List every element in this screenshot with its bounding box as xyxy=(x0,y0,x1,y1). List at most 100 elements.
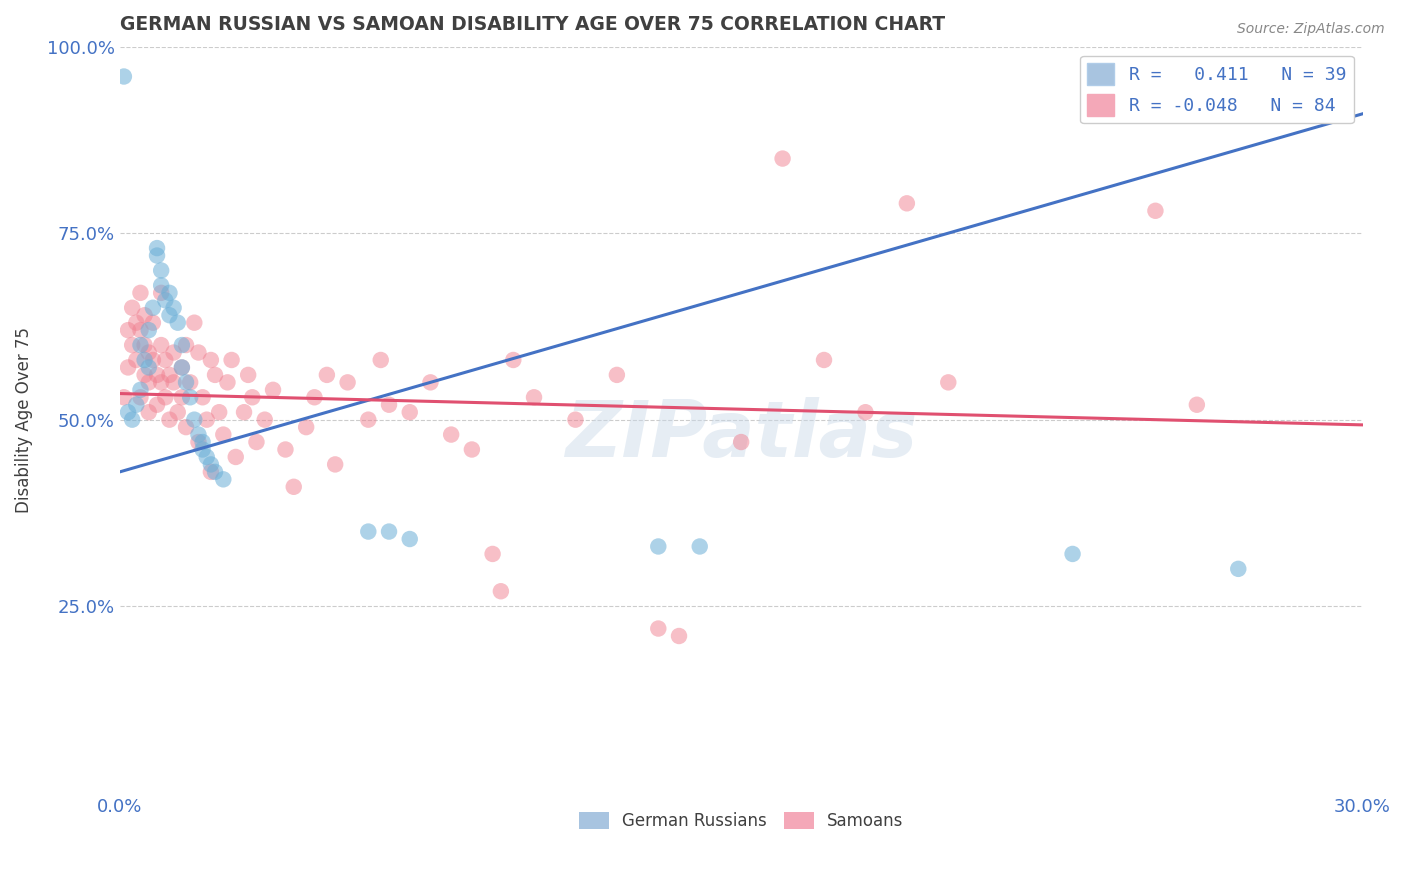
Text: Source: ZipAtlas.com: Source: ZipAtlas.com xyxy=(1237,22,1385,37)
Point xyxy=(174,420,197,434)
Point xyxy=(112,70,135,84)
Point xyxy=(117,405,139,419)
Point xyxy=(208,405,231,419)
Point xyxy=(159,308,181,322)
Point xyxy=(134,353,156,368)
Point xyxy=(166,316,188,330)
Point xyxy=(162,301,184,315)
Point xyxy=(150,338,173,352)
Point xyxy=(370,353,392,368)
Point xyxy=(159,285,181,300)
Point xyxy=(179,376,201,390)
Point xyxy=(195,412,218,426)
Point xyxy=(1144,203,1167,218)
Point xyxy=(204,368,226,382)
Point xyxy=(125,316,148,330)
Point xyxy=(121,301,143,315)
Point xyxy=(440,427,463,442)
Point xyxy=(187,427,209,442)
Point xyxy=(146,398,169,412)
Point xyxy=(606,368,628,382)
Point xyxy=(142,353,165,368)
Point xyxy=(896,196,918,211)
Point xyxy=(146,368,169,382)
Point xyxy=(323,458,346,472)
Point xyxy=(730,435,752,450)
Point xyxy=(170,360,193,375)
Point xyxy=(129,285,152,300)
Point xyxy=(138,405,160,419)
Point xyxy=(200,465,222,479)
Point xyxy=(121,338,143,352)
Point xyxy=(125,398,148,412)
Point xyxy=(112,390,135,404)
Point xyxy=(689,540,711,554)
Point xyxy=(150,376,173,390)
Point xyxy=(245,435,267,450)
Point xyxy=(262,383,284,397)
Point xyxy=(357,524,380,539)
Point xyxy=(117,323,139,337)
Point xyxy=(170,360,193,375)
Point xyxy=(253,412,276,426)
Text: ZIPatlas: ZIPatlas xyxy=(565,397,917,473)
Point xyxy=(142,316,165,330)
Point xyxy=(129,338,152,352)
Point xyxy=(195,450,218,464)
Point xyxy=(191,390,214,404)
Point xyxy=(129,323,152,337)
Point xyxy=(162,376,184,390)
Point xyxy=(146,241,169,255)
Point xyxy=(155,293,177,308)
Point xyxy=(647,622,669,636)
Point xyxy=(191,435,214,450)
Text: GERMAN RUSSIAN VS SAMOAN DISABILITY AGE OVER 75 CORRELATION CHART: GERMAN RUSSIAN VS SAMOAN DISABILITY AGE … xyxy=(120,15,945,34)
Point xyxy=(146,248,169,262)
Point xyxy=(378,524,401,539)
Point xyxy=(134,368,156,382)
Point xyxy=(221,353,243,368)
Point xyxy=(174,376,197,390)
Point xyxy=(315,368,337,382)
Point xyxy=(129,383,152,397)
Point xyxy=(564,412,586,426)
Point xyxy=(813,353,835,368)
Point xyxy=(129,390,152,404)
Point xyxy=(191,442,214,457)
Point xyxy=(170,338,193,352)
Point xyxy=(855,405,877,419)
Point xyxy=(138,360,160,375)
Point xyxy=(772,152,794,166)
Point xyxy=(502,353,524,368)
Point xyxy=(134,308,156,322)
Point xyxy=(398,532,420,546)
Point xyxy=(304,390,326,404)
Point xyxy=(1185,398,1208,412)
Point xyxy=(336,376,359,390)
Point xyxy=(668,629,690,643)
Point xyxy=(233,405,256,419)
Point xyxy=(238,368,260,382)
Point xyxy=(138,376,160,390)
Point xyxy=(200,458,222,472)
Point xyxy=(481,547,503,561)
Point xyxy=(1268,62,1291,76)
Point xyxy=(183,316,205,330)
Point xyxy=(647,540,669,554)
Legend: German Russians, Samoans: German Russians, Samoans xyxy=(572,805,910,837)
Point xyxy=(936,376,959,390)
Point xyxy=(134,338,156,352)
Point xyxy=(170,390,193,404)
Point xyxy=(212,472,235,486)
Point xyxy=(150,285,173,300)
Point xyxy=(117,360,139,375)
Point xyxy=(225,450,247,464)
Point xyxy=(1227,562,1250,576)
Point xyxy=(357,412,380,426)
Point xyxy=(174,338,197,352)
Point xyxy=(419,376,441,390)
Point xyxy=(200,353,222,368)
Point xyxy=(461,442,484,457)
Point xyxy=(150,278,173,293)
Point xyxy=(155,390,177,404)
